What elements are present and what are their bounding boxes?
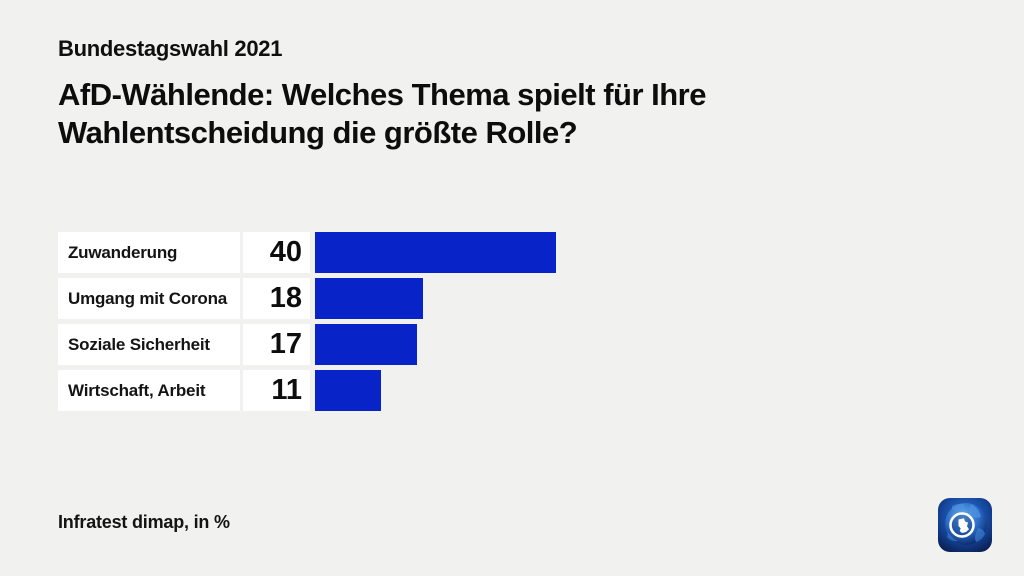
chart-row: Zuwanderung 40 bbox=[58, 232, 556, 273]
chart-row: Soziale Sicherheit 17 bbox=[58, 324, 556, 365]
page-title: AfD-Wählende: Welches Thema spielt für I… bbox=[58, 76, 958, 152]
category-label: Umgang mit Corona bbox=[58, 278, 240, 319]
title-line-2: Wahlentscheidung die größte Rolle? bbox=[58, 115, 578, 150]
tagesschau-logo bbox=[938, 498, 992, 552]
chart-row: Wirtschaft, Arbeit 11 bbox=[58, 370, 556, 411]
category-label: Zuwanderung bbox=[58, 232, 240, 273]
source-note: Infratest dimap, in % bbox=[58, 512, 230, 532]
bar bbox=[315, 278, 423, 319]
category-label: Wirtschaft, Arbeit bbox=[58, 370, 240, 411]
chart-row: Umgang mit Corona 18 bbox=[58, 278, 556, 319]
value-label: 40 bbox=[243, 232, 310, 273]
value-label: 11 bbox=[243, 370, 310, 411]
bar bbox=[315, 370, 381, 411]
category-label: Soziale Sicherheit bbox=[58, 324, 240, 365]
bar-chart: Zuwanderung 40 Umgang mit Corona 18 Soziale … bbox=[58, 232, 556, 416]
title-line-1: AfD-Wählende: Welches Thema spielt für I… bbox=[58, 77, 706, 112]
value-label: 18 bbox=[243, 278, 310, 319]
bar bbox=[315, 232, 556, 273]
value-label: 17 bbox=[243, 324, 310, 365]
kicker-subtitle: Bundestagswahl 2021 bbox=[58, 36, 283, 61]
globe-icon bbox=[938, 498, 992, 552]
bar bbox=[315, 324, 417, 365]
